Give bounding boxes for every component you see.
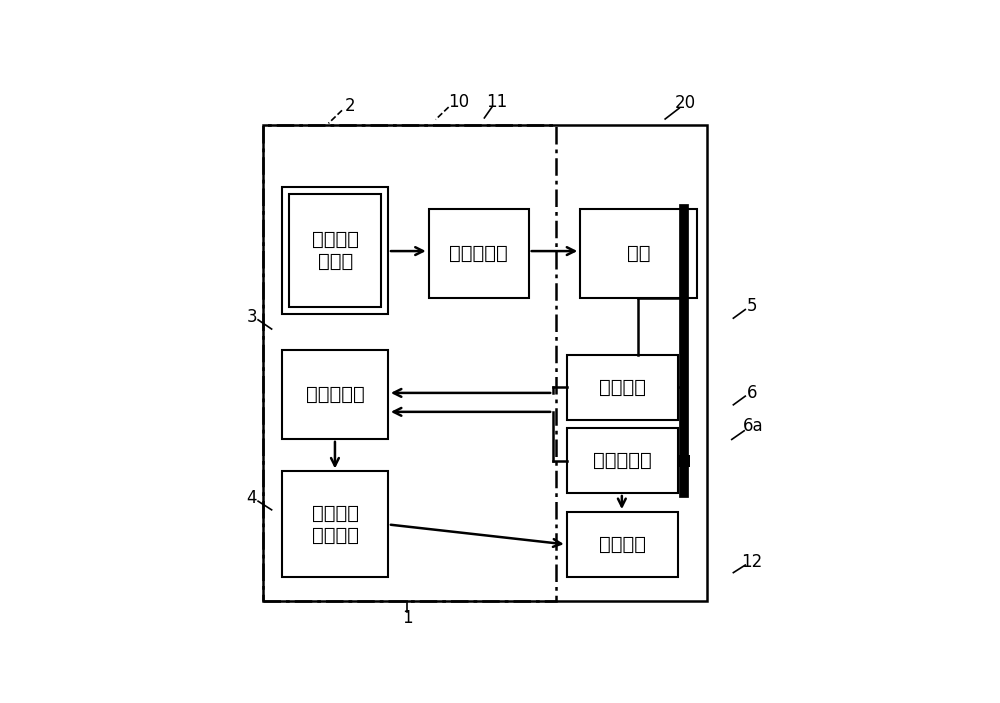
- Bar: [567, 428, 678, 493]
- Bar: [580, 209, 697, 298]
- Text: 显示装置: 显示装置: [599, 535, 646, 554]
- Bar: [282, 187, 388, 314]
- Text: 5: 5: [747, 297, 757, 316]
- Text: 固有振动
数导出部: 固有振动 数导出部: [312, 503, 359, 545]
- Text: 10: 10: [448, 93, 469, 110]
- Bar: [282, 349, 388, 439]
- Text: 20: 20: [675, 94, 696, 112]
- Text: 3: 3: [246, 308, 257, 326]
- Bar: [263, 125, 556, 601]
- Text: 11: 11: [486, 93, 507, 110]
- Bar: [263, 125, 707, 601]
- Bar: [429, 209, 529, 298]
- Text: 动作控制部: 动作控制部: [449, 244, 508, 263]
- Text: 2: 2: [345, 97, 355, 115]
- Text: 6a: 6a: [743, 418, 763, 435]
- Text: 动力传感器: 动力传感器: [593, 451, 651, 470]
- Text: 加速度计: 加速度计: [599, 378, 646, 397]
- Text: 12: 12: [741, 553, 762, 571]
- Text: 4: 4: [246, 489, 257, 508]
- Bar: [282, 472, 388, 577]
- Bar: [567, 355, 678, 420]
- Text: 6: 6: [747, 384, 757, 402]
- Text: 1: 1: [402, 609, 412, 626]
- Text: 频率分析部: 频率分析部: [306, 385, 365, 404]
- Text: 检测加工
执行部: 检测加工 执行部: [312, 231, 359, 271]
- Bar: [289, 194, 381, 307]
- Text: 机床: 机床: [627, 244, 650, 263]
- Bar: [567, 512, 678, 577]
- Bar: [678, 455, 690, 467]
